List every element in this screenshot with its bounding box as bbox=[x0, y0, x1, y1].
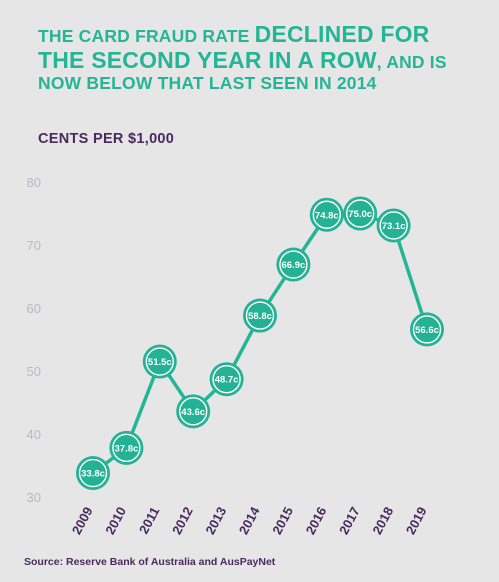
data-label: 58.8c bbox=[248, 311, 272, 322]
data-point-marker bbox=[243, 298, 277, 333]
data-point-marker bbox=[142, 344, 177, 379]
data-point-ring bbox=[279, 250, 308, 279]
x-axis-ticks: 2009 2010 2011 2012 2013 2014 2015 2016 2017 2018… bbox=[69, 504, 430, 537]
series-line bbox=[91, 211, 429, 475]
x-tick-label: 2019 bbox=[403, 504, 430, 537]
data-point-ring bbox=[245, 301, 275, 330]
data-point-marker bbox=[309, 197, 344, 232]
y-axis-ticks: 30 40 50 60 70 80 bbox=[27, 175, 41, 505]
x-tick-label: 2015 bbox=[269, 504, 296, 537]
data-label: 43.6c bbox=[181, 407, 205, 418]
data-point: 73.1c bbox=[376, 208, 411, 243]
data-point-marker bbox=[376, 208, 411, 243]
data-point: 56.6c bbox=[410, 312, 444, 347]
y-tick-label: 70 bbox=[27, 238, 41, 253]
data-point-ring bbox=[145, 347, 175, 376]
data-point: 58.8c bbox=[243, 298, 277, 333]
y-tick-label: 40 bbox=[27, 427, 41, 442]
x-tick-label: 2011 bbox=[136, 504, 162, 536]
data-point: 37.8c bbox=[109, 430, 144, 465]
data-point-ring bbox=[78, 458, 108, 488]
data-point: 48.7c bbox=[209, 362, 244, 397]
data-label: 74.8c bbox=[315, 210, 339, 221]
data-point: 33.8c bbox=[76, 456, 110, 491]
data-point-marker bbox=[343, 196, 378, 231]
series-segment bbox=[391, 223, 429, 332]
data-point: 66.9c bbox=[276, 247, 311, 282]
data-point-marker bbox=[410, 312, 444, 347]
data-label: 33.8c bbox=[81, 469, 105, 480]
data-label: 37.8c bbox=[115, 443, 139, 454]
data-point: 74.8c bbox=[309, 197, 344, 232]
data-point-marker bbox=[276, 247, 311, 282]
headline-part-1: The card fraud rate bbox=[38, 26, 255, 46]
y-tick-label: 50 bbox=[27, 364, 41, 379]
y-tick-label: 60 bbox=[27, 301, 41, 316]
data-point-ring bbox=[412, 315, 442, 344]
data-points: 33.8c 37.8c 51.5c 43.6c 48.7c 58.8c 66.9c 74.8c… bbox=[76, 196, 444, 491]
x-tick-label: 2009 bbox=[69, 504, 96, 537]
y-tick-label: 80 bbox=[27, 175, 41, 190]
source-note: Source: Reserve Bank of Australia and Au… bbox=[24, 556, 276, 568]
data-label: 75.0c bbox=[348, 209, 372, 220]
data-label: 48.7c bbox=[215, 375, 239, 386]
x-tick-label: 2010 bbox=[102, 504, 129, 537]
data-label: 51.5c bbox=[148, 357, 172, 368]
x-tick-label: 2012 bbox=[169, 504, 196, 537]
data-point-marker bbox=[109, 430, 144, 465]
data-point-ring bbox=[112, 433, 141, 463]
data-point: 75.0c bbox=[343, 196, 378, 231]
data-point-marker bbox=[209, 362, 244, 397]
headline-part-3: , and is now below that last seen in 201… bbox=[38, 51, 447, 93]
x-tick-label: 2013 bbox=[202, 504, 229, 537]
data-point-ring bbox=[346, 199, 375, 228]
data-label: 66.9c bbox=[282, 260, 306, 271]
y-tick-label: 30 bbox=[27, 490, 41, 505]
headline-part-2: declined for the second year in a row bbox=[38, 21, 430, 73]
data-point-ring bbox=[212, 364, 241, 394]
data-point: 51.5c bbox=[142, 344, 177, 379]
x-tick-label: 2016 bbox=[303, 504, 330, 537]
data-point-marker bbox=[176, 394, 211, 429]
x-tick-label: 2018 bbox=[369, 504, 396, 537]
data-point-ring bbox=[178, 397, 208, 426]
data-point: 43.6c bbox=[176, 394, 211, 429]
data-point-ring bbox=[379, 211, 408, 240]
x-tick-label: 2014 bbox=[236, 504, 263, 537]
data-label: 73.1c bbox=[382, 221, 406, 232]
data-point-ring bbox=[312, 200, 341, 229]
data-point-marker bbox=[76, 456, 110, 491]
headline: The card fraud rate declined for the sec… bbox=[38, 21, 478, 93]
x-tick-label: 2017 bbox=[336, 504, 363, 537]
data-label: 56.6c bbox=[415, 325, 439, 336]
y-axis-unit-label: CENTS PER $1,000 bbox=[38, 131, 175, 147]
